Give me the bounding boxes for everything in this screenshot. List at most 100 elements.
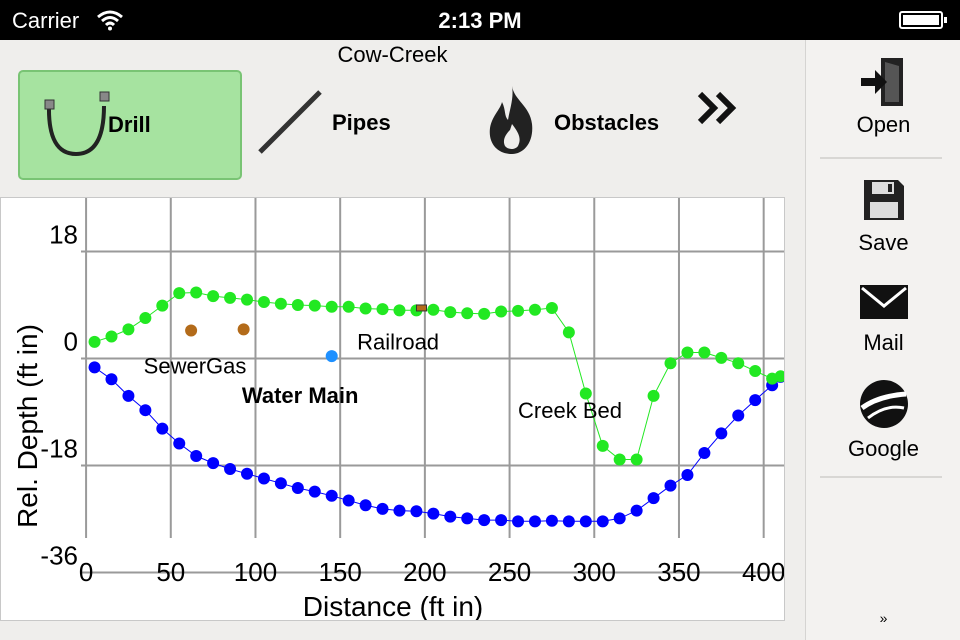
data-point [105,330,118,343]
data-point [207,290,220,303]
x-tick-label: 400 [742,557,784,587]
data-point [359,302,372,315]
data-point [359,499,372,512]
mail-button[interactable]: Mail [806,284,960,356]
wifi-icon [97,10,123,31]
data-point [156,422,169,435]
data-point [545,301,558,314]
data-point [376,502,389,515]
data-point [664,479,677,492]
data-point [461,512,474,525]
data-point [427,303,440,316]
y-tick-label: 0 [64,326,78,356]
y-tick-label: -18 [40,433,78,463]
data-point [545,514,558,527]
data-point [715,427,728,440]
x-axis-title: Distance (ft in) [303,591,484,620]
open-button[interactable]: Open [806,56,960,138]
y-axis-title: Rel. Depth (ft in) [12,324,43,528]
data-point [512,304,525,317]
data-point [237,323,250,336]
double-chevron-down-icon[interactable]: » [879,610,888,626]
data-point [630,453,643,466]
data-point [495,514,508,527]
envelope-icon [859,285,908,319]
data-point [647,492,660,505]
save-button[interactable]: Save [806,178,960,256]
data-point [613,453,626,466]
side-panel: Open Save Mail Google » [805,40,960,640]
data-point [393,304,406,317]
data-point [681,346,694,359]
data-point [647,389,660,402]
data-point [579,387,592,400]
data-point [681,468,694,481]
obstacle-marker [415,304,427,312]
data-point [528,515,541,528]
flame-icon [489,86,533,154]
data-point [444,510,457,523]
annotation-label: Railroad [357,330,439,355]
data-point [698,446,711,459]
open-label: Open [856,112,911,137]
tool-drill-label: Drill [108,112,151,137]
tool-pipes-button[interactable]: Pipes [250,70,450,180]
data-point [732,409,745,422]
data-point [774,370,784,383]
separator [820,476,942,478]
mail-label: Mail [863,330,904,355]
data-point [257,472,270,485]
data-point [444,306,457,319]
data-point [207,457,220,470]
data-point [122,323,135,336]
data-point [308,485,321,498]
tool-obstacles-button[interactable]: Obstacles [480,70,680,180]
clock: 2:13 PM [438,8,522,33]
data-point [749,364,762,377]
data-point [122,389,135,402]
data-point [274,477,287,490]
data-point [291,482,304,495]
google-earth-icon [859,380,908,428]
drill-curve-icon [44,91,110,157]
data-point [308,299,321,312]
data-point [732,357,745,370]
depth-profile-chart[interactable]: 0 50 100 150 200 250 300 350 400 18 0 -18 -36 Distanc… [0,197,785,621]
data-point [139,312,152,325]
tool-drill-button[interactable]: Drill [18,70,242,180]
annotation-label: Creek Bed [518,398,622,423]
data-point [224,463,237,476]
x-tick-label: 100 [234,557,277,587]
data-point [325,300,338,313]
data-point [478,307,491,320]
data-point [512,515,525,528]
tool-pipes-label: Pipes [332,110,391,135]
data-point [562,326,575,339]
floppy-disk-icon [863,180,904,220]
x-tick-label: 300 [573,557,616,587]
data-point [139,404,152,417]
x-tick-label: 350 [657,557,700,587]
data-point [749,394,762,407]
data-point [376,303,389,316]
series-line [94,366,781,522]
x-tick-label: 250 [488,557,531,587]
x-tick-label: 150 [318,557,361,587]
pipe-line-icon [258,90,322,154]
data-point [596,515,609,528]
data-point [190,449,203,462]
separator [820,157,942,159]
data-point [596,439,609,452]
double-chevron-right-icon[interactable] [694,86,744,136]
x-tick-label: 50 [156,557,185,587]
google-button[interactable]: Google [806,378,960,462]
data-point [715,351,728,364]
annotation-label: SewerGas [144,353,247,378]
google-label: Google [848,436,919,461]
data-point [461,307,474,320]
data-point [478,514,491,527]
data-point [241,467,254,480]
data-point [88,361,101,374]
data-point [325,350,338,363]
data-point [342,300,355,313]
